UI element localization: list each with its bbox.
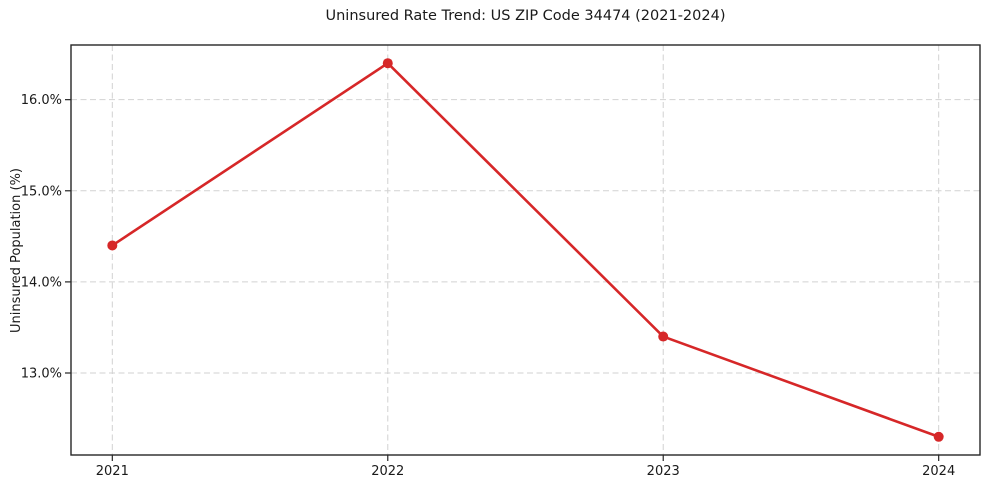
trend-line [111, 61, 940, 439]
data-point-2022 [382, 58, 393, 69]
y-tick-label: 15.0% [21, 184, 62, 199]
data-point-2021 [107, 240, 118, 251]
plot-border [70, 44, 981, 456]
y-tick-label: 14.0% [21, 275, 62, 290]
x-tick-label: 2021 [96, 464, 129, 479]
x-tick-label: 2022 [371, 464, 404, 479]
y-tick-label: 13.0% [21, 367, 62, 382]
x-tick-label: 2024 [922, 464, 955, 479]
data-point-2023 [658, 331, 669, 342]
data-point-2024 [933, 431, 944, 442]
chart-title: Uninsured Rate Trend: US ZIP Code 34474 … [325, 8, 726, 24]
x-tick-label: 2023 [647, 464, 680, 479]
y-tick-label: 16.0% [21, 93, 62, 108]
